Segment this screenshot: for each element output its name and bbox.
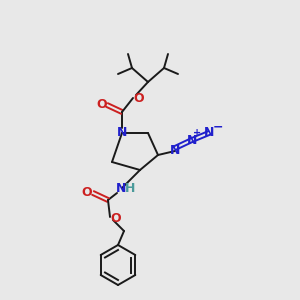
- Text: N: N: [170, 143, 180, 157]
- Text: N: N: [116, 182, 126, 196]
- Text: N: N: [117, 125, 127, 139]
- Text: O: O: [134, 92, 144, 104]
- Text: O: O: [111, 212, 121, 224]
- Text: O: O: [82, 187, 92, 200]
- Text: O: O: [97, 98, 107, 112]
- Text: H: H: [125, 182, 135, 196]
- Text: +: +: [193, 128, 201, 138]
- Text: N: N: [187, 134, 197, 146]
- Text: N: N: [204, 127, 214, 140]
- Text: −: −: [213, 121, 223, 134]
